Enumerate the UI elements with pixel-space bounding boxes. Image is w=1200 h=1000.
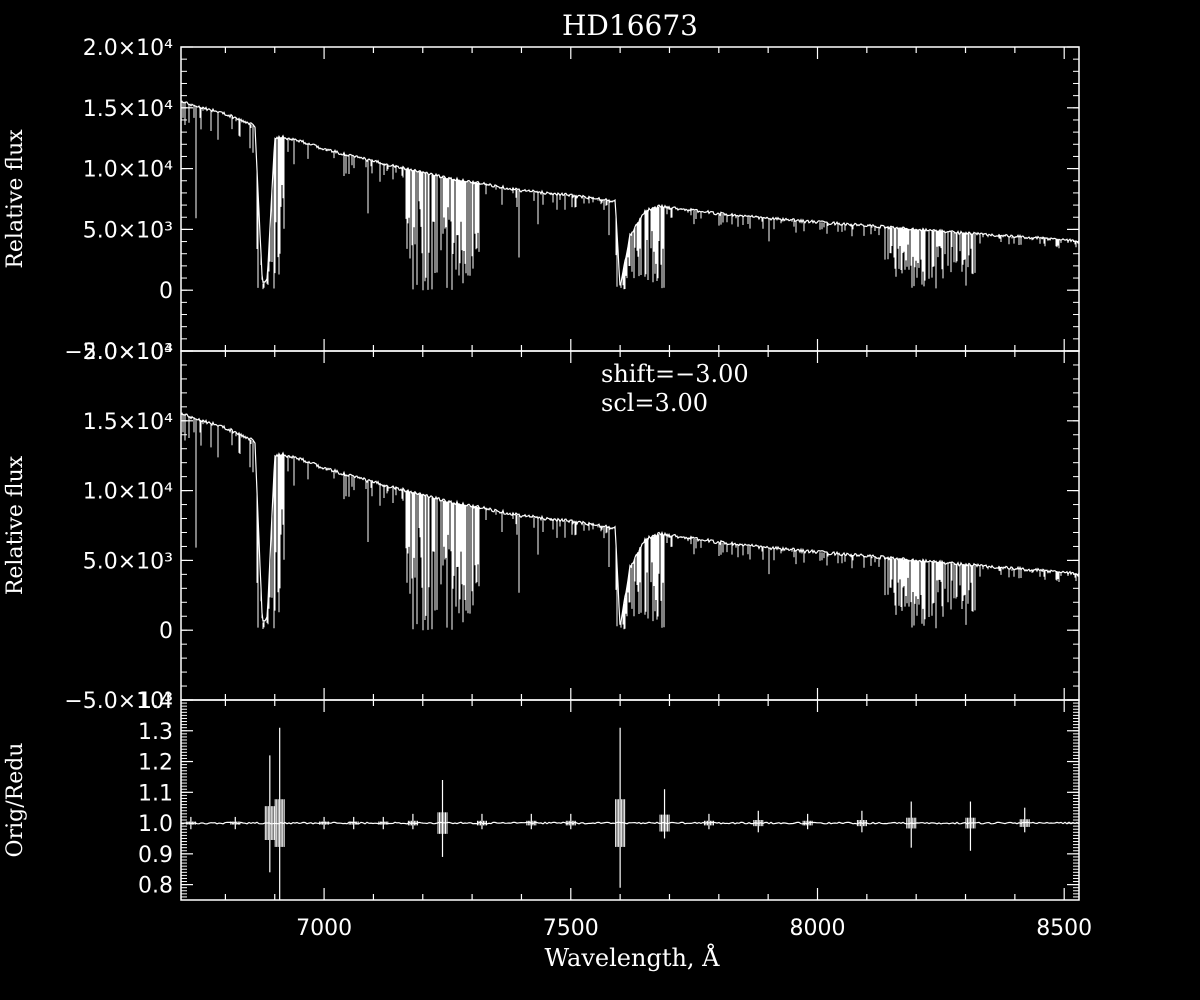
y-axis-label: Orig/Redu	[3, 743, 28, 858]
chart-title: HD16673	[562, 9, 698, 42]
y-tick-label: −5.0×10³	[64, 689, 173, 714]
y-tick-label: 2.0×10⁴	[83, 340, 173, 365]
y-axis-label: Relative flux	[3, 455, 28, 595]
ratio-series	[181, 821, 1079, 825]
y-tick-label: −5.0×10³	[64, 340, 173, 365]
panel-3: 0.8 0.9 1.0 1.1 1.2 1.3 1.4 Orig/Redu	[3, 689, 1080, 901]
x-tick-label: 8000	[789, 916, 845, 941]
y-tick-label: 1.0×10⁴	[83, 480, 173, 505]
y-tick-label: 2.0×10⁴	[83, 36, 173, 61]
y-tick-label: 0	[159, 619, 173, 644]
y-tick-label: 5.0×10³	[83, 549, 173, 574]
shift-annotation: shift=−3.00	[601, 360, 749, 388]
y-tick-label: 1.5×10⁴	[83, 97, 173, 122]
y-tick-label: 1.1	[138, 781, 173, 806]
y-tick-label: 1.5×10⁴	[83, 410, 173, 435]
panel-2: −5.0×10³ 0 5.0×10³ 1.0×10⁴ 1.5×10⁴ 2.0×10⁴ Rel…	[3, 340, 1080, 714]
y-tick-label: 1.0×10⁴	[83, 158, 173, 183]
y-tick-label: 0	[159, 279, 173, 304]
x-axis-label: Wavelength, Å	[544, 943, 720, 972]
spectrum-series	[181, 412, 1079, 625]
y-tick-label: 0.8	[138, 874, 173, 899]
absorption-lines	[182, 102, 1079, 291]
scl-annotation: scl=3.00	[601, 389, 708, 417]
plot-frame	[180, 699, 1080, 901]
panels: −5.0×10³ 0 5.0×10³ 1.0×10⁴ 1.5×10⁴ 2.0×10⁴ Rel…	[3, 36, 1092, 941]
x-tick-label: 8500	[1036, 916, 1092, 941]
y-tick-label: 1.4	[138, 689, 173, 714]
x-tick-label: 7500	[543, 916, 599, 941]
y-tick-label: 1.0	[138, 812, 173, 837]
y-tick-label: 5.0×10³	[83, 218, 173, 243]
y-tick-label: 0.9	[138, 843, 173, 868]
plot-frame	[180, 46, 1080, 352]
spectrum-series	[181, 100, 1079, 286]
absorption-lines	[182, 414, 1079, 631]
y-axis-label: Relative flux	[3, 129, 28, 269]
panel-1: −5.0×10³ 0 5.0×10³ 1.0×10⁴ 1.5×10⁴ 2.0×10⁴ Rel…	[3, 36, 1080, 365]
y-tick-label: 1.3	[138, 720, 173, 745]
x-tick-label: 7000	[296, 916, 352, 941]
y-tick-label: 1.2	[138, 751, 173, 776]
